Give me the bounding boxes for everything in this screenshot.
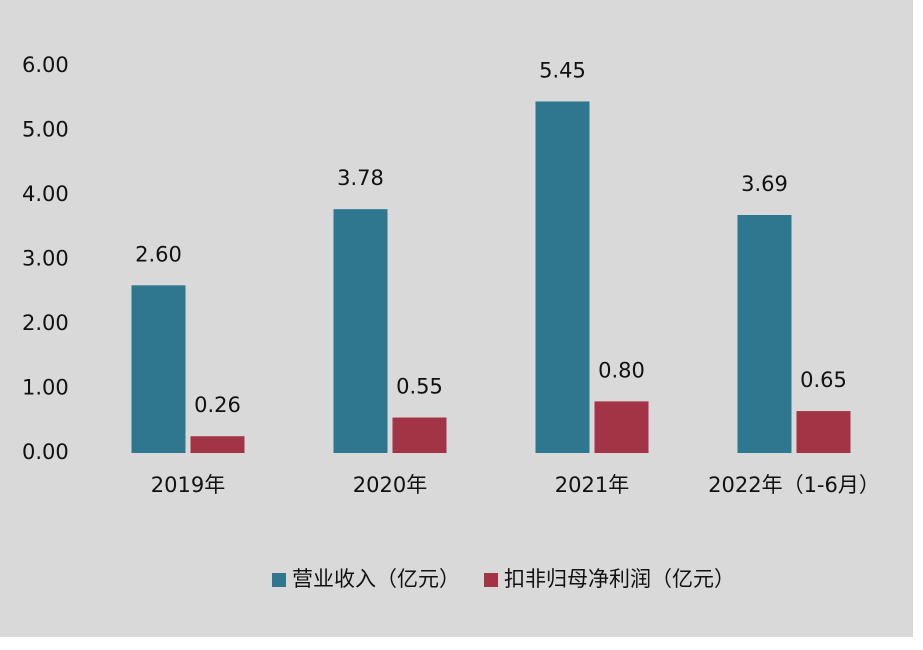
bar [392,417,447,453]
x-tick-label: 2019年 [151,473,225,497]
legend-label: 扣非归母净利润（亿元） [504,567,735,591]
y-tick-label: 6.00 [22,53,69,77]
y-tick-label: 1.00 [22,376,69,400]
legend-swatch [272,573,286,587]
y-tick-label: 3.00 [22,247,69,271]
y-tick-label: 0.00 [22,440,69,464]
y-tick-label: 4.00 [22,182,69,206]
bar [737,214,792,453]
bar [535,101,590,453]
data-label: 0.80 [598,358,645,382]
legend-label: 营业收入（亿元） [292,567,460,591]
data-label: 2.60 [135,242,182,266]
x-tick-label: 2022年（1-6月） [708,473,880,497]
bar [594,401,649,453]
x-tick-label: 2020年 [353,473,427,497]
data-label: 3.69 [741,172,788,196]
data-label: 0.55 [396,375,443,399]
data-label: 0.65 [800,368,847,392]
y-tick-label: 5.00 [22,118,69,142]
bar [131,285,186,453]
legend-swatch [484,573,498,587]
data-label: 5.45 [539,58,586,82]
x-tick-label: 2021年 [555,473,629,497]
bar [796,411,851,453]
bar [190,436,245,453]
y-tick-label: 2.00 [22,311,69,335]
data-label: 3.78 [337,166,384,190]
data-label: 0.26 [194,393,241,417]
bar [333,209,388,453]
